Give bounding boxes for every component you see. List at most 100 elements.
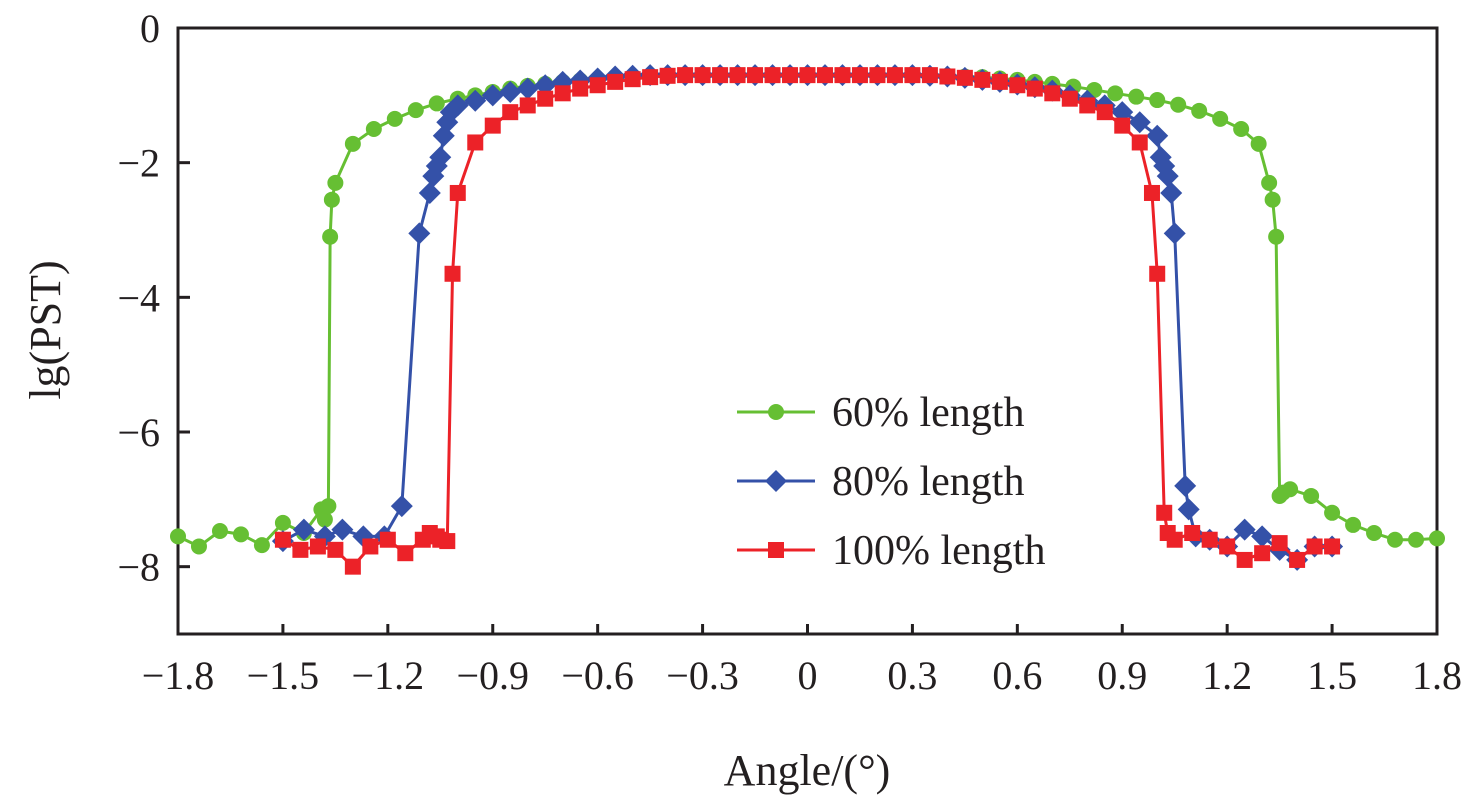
data-point <box>1324 538 1341 555</box>
data-point <box>1254 545 1271 562</box>
legend-marker <box>768 542 784 558</box>
data-point <box>331 518 354 541</box>
data-point <box>764 67 781 84</box>
data-point <box>464 89 487 112</box>
data-point <box>386 110 403 127</box>
data-point <box>694 67 711 84</box>
data-point <box>407 102 424 119</box>
data-point <box>484 117 501 134</box>
data-point <box>1128 111 1151 134</box>
data-point <box>1177 498 1200 521</box>
data-point <box>956 69 973 86</box>
data-point <box>589 77 606 94</box>
legend-label: 80% length <box>832 459 1024 505</box>
data-point <box>1163 222 1186 245</box>
data-point <box>904 67 921 84</box>
legend-item: 60% length <box>737 390 1024 436</box>
data-point <box>316 511 333 528</box>
data-point <box>642 69 659 86</box>
data-point <box>1268 228 1285 245</box>
data-point <box>1366 525 1383 541</box>
data-point <box>1282 481 1299 498</box>
data-point <box>886 67 903 84</box>
y-tick-label: −8 <box>117 545 160 590</box>
data-point <box>1174 474 1197 497</box>
data-point <box>921 67 938 84</box>
data-point <box>1170 96 1187 113</box>
y-tick-label: −4 <box>117 275 160 320</box>
data-point <box>444 265 461 282</box>
legend-marker <box>768 404 784 420</box>
data-point <box>974 71 991 88</box>
data-point <box>320 498 337 515</box>
data-point <box>1250 135 1267 152</box>
data-point <box>519 97 536 114</box>
data-point <box>365 121 382 137</box>
data-point <box>1429 530 1445 547</box>
data-point <box>390 495 413 518</box>
data-point <box>851 67 868 84</box>
data-point <box>1184 525 1201 541</box>
data-point <box>1166 531 1183 548</box>
data-point <box>747 67 764 84</box>
data-point <box>659 67 676 84</box>
data-point <box>449 184 466 201</box>
data-point <box>816 67 833 84</box>
data-point <box>607 73 624 90</box>
data-point <box>572 80 589 97</box>
data-point <box>397 545 414 562</box>
data-point <box>1044 85 1061 102</box>
data-point <box>170 528 186 545</box>
data-point <box>1149 265 1166 282</box>
data-point <box>1212 110 1229 127</box>
data-point <box>190 538 207 555</box>
data-point <box>1271 535 1288 552</box>
data-point <box>327 174 344 191</box>
data-point <box>309 538 326 555</box>
data-point <box>799 67 816 84</box>
data-point <box>379 531 396 548</box>
data-point <box>1289 551 1306 568</box>
data-point <box>1191 102 1208 119</box>
x-tick-label: −1.2 <box>352 653 425 698</box>
data-point <box>1408 531 1425 548</box>
data-point <box>323 191 340 208</box>
data-point <box>991 73 1008 90</box>
x-tick-label: 1.8 <box>1412 653 1462 698</box>
data-point <box>729 67 746 84</box>
data-point <box>362 538 379 555</box>
data-point <box>418 181 441 204</box>
y-tick-label: 0 <box>140 6 160 51</box>
data-point <box>211 522 228 539</box>
data-point <box>467 134 484 151</box>
series-100-length <box>274 67 1341 575</box>
x-tick-label: −1.5 <box>247 653 320 698</box>
data-point <box>1156 165 1179 188</box>
data-point <box>1149 92 1166 109</box>
data-point <box>1219 538 1236 555</box>
data-point <box>516 77 539 100</box>
x-axis-label: Angle/(°) <box>724 746 891 795</box>
data-point <box>1345 516 1362 533</box>
x-tick-label: −0.6 <box>561 653 634 698</box>
data-point <box>408 222 431 245</box>
data-point <box>1143 184 1160 201</box>
data-point <box>1201 531 1218 548</box>
data-point <box>481 84 504 107</box>
data-point <box>439 533 456 550</box>
data-point <box>1303 487 1320 504</box>
data-point <box>537 90 554 107</box>
data-point <box>253 537 270 554</box>
data-point <box>274 514 291 531</box>
data-point <box>322 228 339 245</box>
data-point <box>428 95 445 112</box>
data-point <box>712 67 729 84</box>
data-point <box>1264 191 1281 208</box>
data-point <box>1061 90 1078 107</box>
x-tick-label: 1.2 <box>1202 653 1252 698</box>
data-point <box>1107 85 1124 102</box>
data-point <box>1160 181 1183 204</box>
data-point <box>1306 538 1323 555</box>
legend-item: 100% length <box>737 528 1045 574</box>
